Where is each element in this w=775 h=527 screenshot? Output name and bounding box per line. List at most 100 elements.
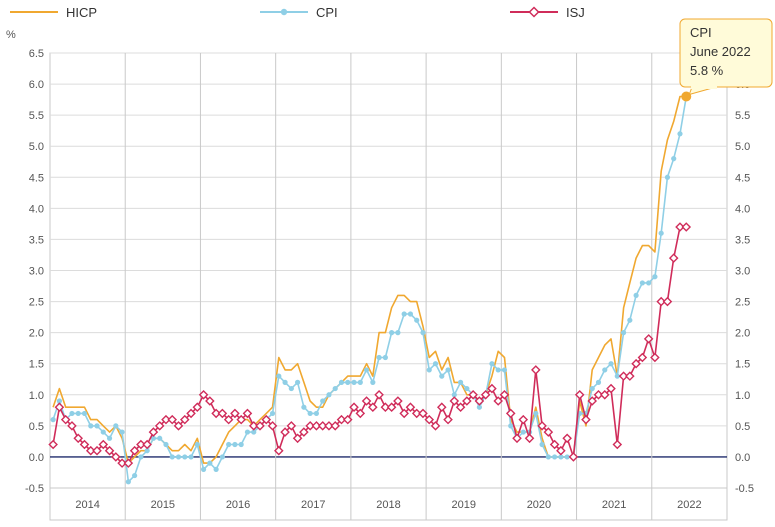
y-tick-label: 3.0 xyxy=(29,266,44,278)
y-tick-label: 2.0 xyxy=(29,328,44,340)
data-point xyxy=(163,441,169,448)
data-point xyxy=(355,408,366,419)
data-point xyxy=(656,296,666,307)
data-point xyxy=(405,402,416,413)
data-point xyxy=(94,423,100,429)
data-point xyxy=(320,398,326,404)
data-point xyxy=(587,396,598,406)
data-point xyxy=(411,408,422,419)
data-point xyxy=(407,311,414,317)
data-point xyxy=(324,421,334,431)
data-point xyxy=(148,427,159,437)
x-tick-label: 2019 xyxy=(451,499,475,511)
tooltip-value: 5.8 % xyxy=(690,63,724,78)
data-point xyxy=(132,472,138,479)
data-point xyxy=(639,280,645,286)
data-point xyxy=(633,292,639,298)
data-point xyxy=(244,429,251,435)
data-point xyxy=(468,389,478,400)
data-point xyxy=(307,410,313,417)
data-point xyxy=(675,222,685,232)
data-point xyxy=(179,414,190,425)
data-point xyxy=(223,414,234,425)
data-point xyxy=(317,421,328,431)
data-point xyxy=(351,379,357,385)
y-tick-label-right: 3.0 xyxy=(735,266,750,278)
y-tick-label: 3.5 xyxy=(29,234,44,246)
data-point xyxy=(106,435,113,441)
data-point xyxy=(508,423,514,429)
data-point xyxy=(457,379,464,385)
data-point xyxy=(552,454,558,460)
data-point xyxy=(599,389,610,400)
data-point xyxy=(138,454,144,460)
legend-item-cpi: CPI xyxy=(260,5,338,20)
data-point xyxy=(589,385,595,392)
data-point xyxy=(545,454,551,460)
data-point xyxy=(462,396,472,406)
data-point xyxy=(643,334,654,344)
data-point xyxy=(568,452,579,462)
data-point xyxy=(389,330,395,336)
data-point xyxy=(357,379,363,385)
data-point xyxy=(182,454,188,460)
y-axis-right: -0.5 0.0 0.5 1.0 1.5 2.0 2.5 3.0 3.5 4.0 4.5 5.0 5.5… xyxy=(735,48,754,495)
data-point xyxy=(192,402,203,413)
data-point xyxy=(443,414,453,425)
highlighted-point xyxy=(681,91,692,102)
data-point xyxy=(464,385,470,392)
y-tick-label-right: 2.5 xyxy=(735,297,750,309)
y-tick-label-right: 0.5 xyxy=(735,421,750,433)
data-point xyxy=(194,441,200,448)
data-point xyxy=(111,452,121,462)
y-tick-label: 0.0 xyxy=(29,452,44,464)
data-point xyxy=(301,404,307,410)
series-isj xyxy=(48,222,692,468)
data-point xyxy=(345,379,351,385)
data-point xyxy=(150,435,157,441)
data-point xyxy=(487,383,497,394)
data-point xyxy=(650,352,660,363)
x-tick-label: 2022 xyxy=(677,499,701,511)
data-point xyxy=(219,454,225,460)
data-point xyxy=(207,460,213,466)
legend-marker xyxy=(280,8,288,16)
series-group xyxy=(48,93,692,485)
data-point xyxy=(658,230,664,236)
data-point xyxy=(505,408,516,419)
tooltip-joint xyxy=(691,85,717,89)
data-point xyxy=(311,421,322,431)
data-point xyxy=(455,402,466,413)
y-tick-label: 4.0 xyxy=(29,203,44,215)
data-point xyxy=(117,458,127,468)
data-point xyxy=(119,429,125,435)
legend-label: HICP xyxy=(66,5,97,20)
data-point xyxy=(198,389,209,400)
data-point xyxy=(432,361,439,367)
data-point xyxy=(98,439,109,450)
x-tick-label: 2015 xyxy=(151,499,175,511)
data-point xyxy=(474,396,485,406)
data-point xyxy=(439,373,445,379)
data-point xyxy=(564,454,570,460)
y-axis-left: -0.5 0.0 0.5 1.0 1.5 2.0 2.5 3.0 3.5 4.0 4.5 5.0 5.5… xyxy=(25,48,44,495)
data-point xyxy=(652,274,658,280)
data-point xyxy=(286,421,297,431)
data-point xyxy=(313,410,320,417)
data-point xyxy=(376,354,382,361)
plot-border xyxy=(49,52,728,521)
data-point xyxy=(374,389,384,400)
series-line xyxy=(52,96,688,483)
data-point xyxy=(186,408,196,419)
legend-label: CPI xyxy=(316,5,338,20)
data-point xyxy=(232,441,238,448)
data-point xyxy=(226,441,232,448)
y-tick-label: 0.5 xyxy=(29,421,44,433)
series-line xyxy=(52,226,687,464)
y-tick-label-right: 4.5 xyxy=(735,172,750,184)
data-point xyxy=(288,385,294,392)
y-tick-label-right: 5.5 xyxy=(735,110,750,122)
data-point xyxy=(125,479,131,485)
data-point xyxy=(236,414,246,425)
